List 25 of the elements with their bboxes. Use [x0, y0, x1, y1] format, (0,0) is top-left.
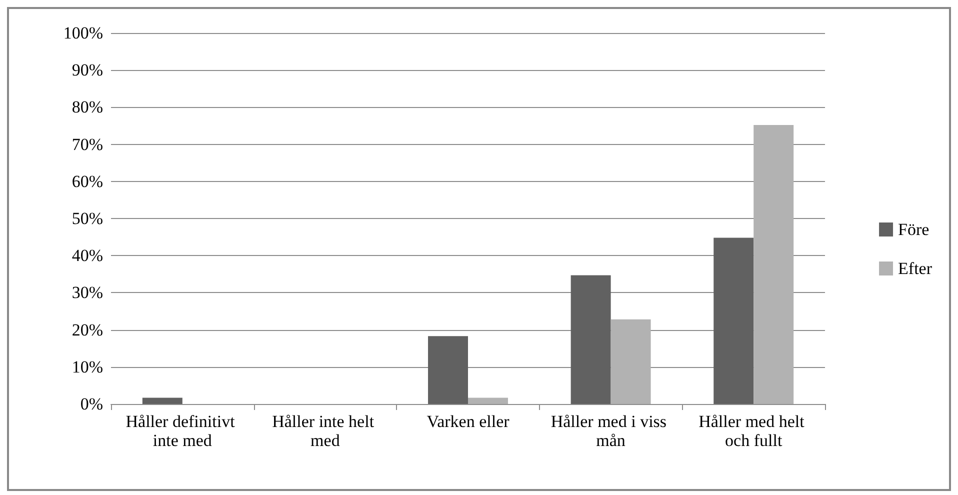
- x-tick-label: Håller med i viss mån: [550, 412, 671, 450]
- y-tick-label: 50%: [72, 209, 103, 228]
- y-tick-label: 30%: [72, 283, 103, 302]
- y-tick-label: 90%: [72, 60, 103, 80]
- y-tick-label: 0%: [80, 394, 103, 414]
- y-tick-label: 20%: [72, 320, 103, 340]
- legend-label: Efter: [898, 259, 932, 278]
- y-tick-label: 70%: [72, 134, 103, 154]
- bar: [610, 319, 651, 404]
- x-tick-label: Håller inte helt med: [272, 412, 378, 450]
- bar: [714, 238, 754, 404]
- y-tick-label: 40%: [72, 246, 103, 266]
- y-tick-label: 60%: [72, 172, 103, 191]
- legend-label: Före: [898, 220, 930, 239]
- y-tick-label: 80%: [72, 98, 103, 117]
- x-tick-label: Varken eller: [426, 412, 510, 431]
- y-tick-label: 10%: [72, 357, 103, 376]
- y-tick-label: 100%: [63, 24, 103, 42]
- bar: [754, 125, 794, 404]
- bar: [468, 398, 508, 404]
- bar: [570, 275, 611, 404]
- x-tick-label: Håller definitivt inte med: [126, 412, 240, 450]
- bar: [428, 336, 468, 404]
- bar: [142, 398, 182, 404]
- x-tick-label: Håller med helt och fullt: [698, 412, 809, 450]
